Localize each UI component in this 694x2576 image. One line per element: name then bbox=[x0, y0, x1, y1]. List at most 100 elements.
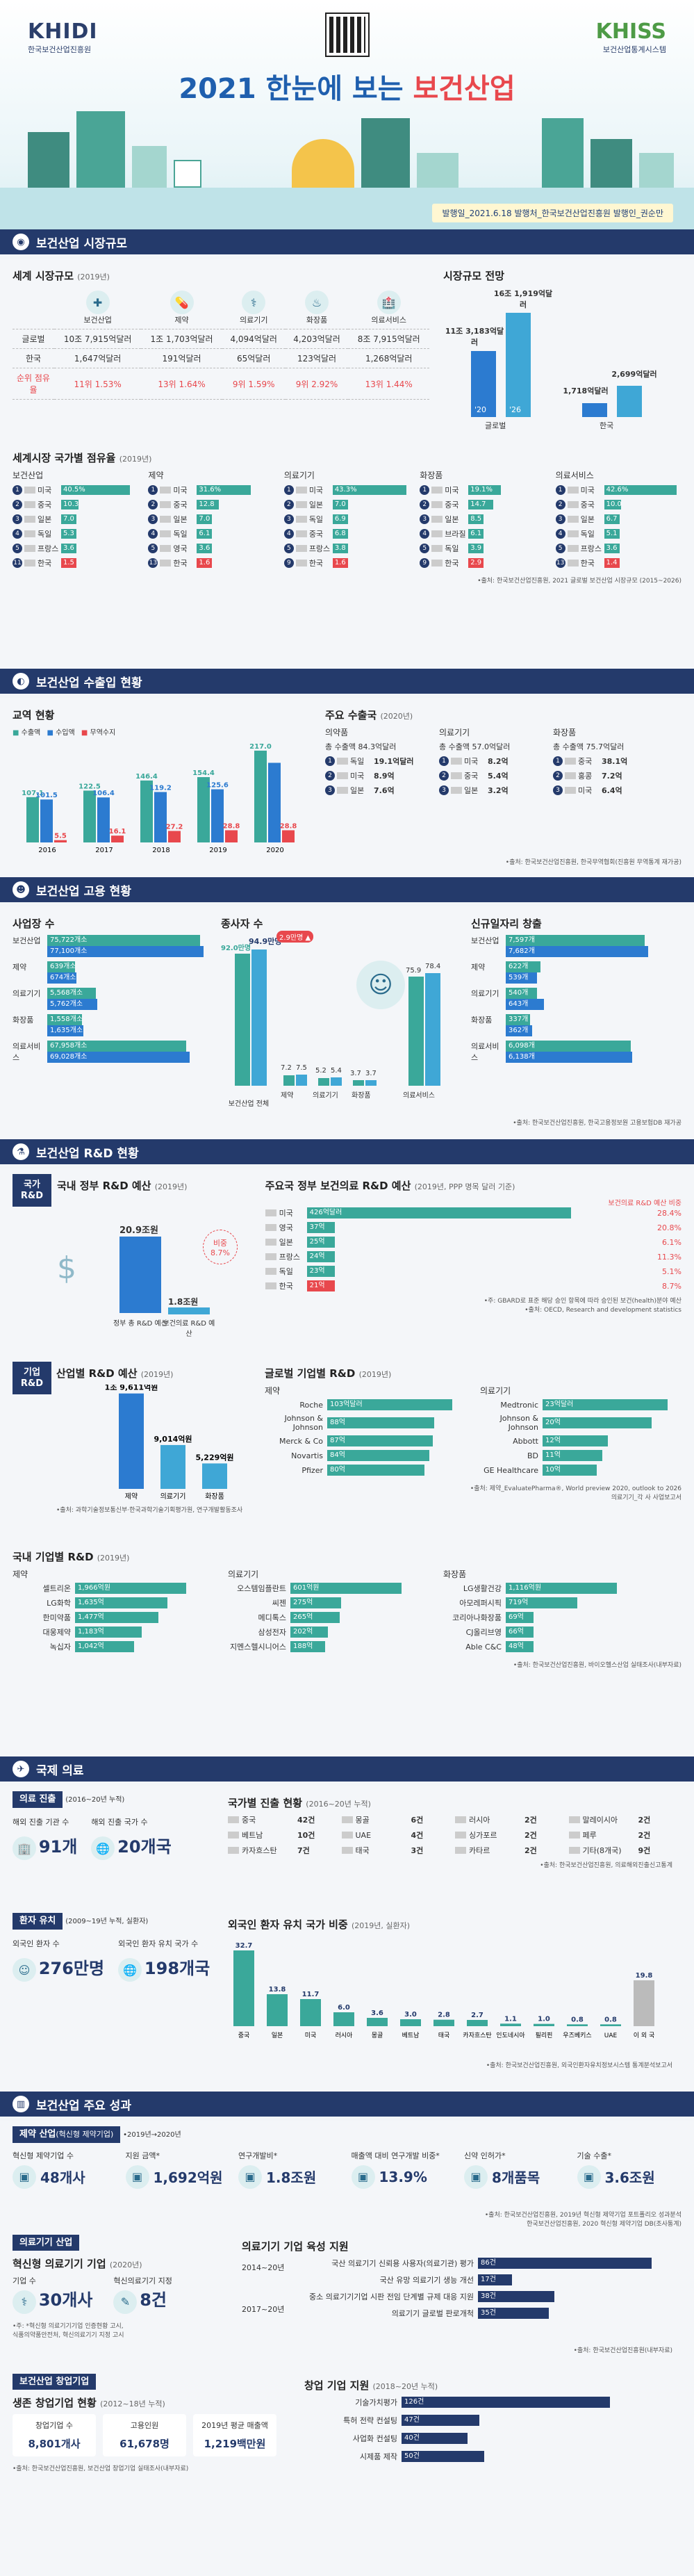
export-header: 화장품 bbox=[553, 728, 577, 737]
qr-code-icon[interactable] bbox=[325, 13, 370, 57]
major-bar: 426억달러 bbox=[306, 1207, 571, 1218]
employment-body: 사업장 수 보건산업 75,722개소 77,100개소 제약 639개소 674개소 의료… bbox=[0, 906, 694, 1139]
trade-bar bbox=[254, 750, 267, 842]
patient-category-label: UAE bbox=[604, 2032, 618, 2039]
trade-bar-label: 146.4 bbox=[135, 773, 158, 781]
domestic-column: 화장품 LG생활건강 1,116억원 아모레퍼시픽 719억 코리아나화장품 69억 CJ올리… bbox=[443, 1568, 645, 1656]
share-bar: 6.8 bbox=[332, 529, 348, 539]
tag-corp-rnd: 기업 R&D bbox=[13, 1362, 51, 1395]
list-item: 2 중국 12.8 bbox=[148, 498, 274, 511]
list-item: 2 중국 10.0 bbox=[555, 498, 681, 511]
flag-icon bbox=[567, 501, 579, 508]
label-global-26: 16조 1,919억달러 bbox=[493, 289, 553, 309]
trade-bar bbox=[97, 797, 110, 842]
section-title: 보건산업 시장규모 bbox=[36, 236, 128, 251]
list-item: 의료기기 5,568개소 5,762개소 bbox=[13, 988, 221, 1010]
list-item: Abbott 12억 bbox=[480, 1435, 681, 1446]
gov-rnd: 국내 정부 R&D 예산 (2019년) 20.9조원 1.8조원 비중 8.7… bbox=[57, 1174, 265, 1355]
patient-bar-label: 32.7 bbox=[236, 1942, 253, 1950]
col-pharma: 💊 제약 bbox=[141, 287, 222, 329]
export-header: 의약품 bbox=[325, 728, 349, 737]
flag-icon bbox=[265, 1282, 276, 1289]
trade-legend: ■ 수출액 ■ 수입액 ■ 무역수지 bbox=[13, 729, 116, 737]
pharma-grid: 혁신형 제약기업 수 ▣ 48개사 지원 금액* ▣ 1,692억원 연구개발비* ▣ 1.8조… bbox=[13, 2150, 681, 2206]
bar-korea-20 bbox=[582, 403, 607, 417]
list-item: 4 독일 5.3 bbox=[13, 528, 138, 540]
list-item: Novartis 84억 bbox=[265, 1450, 466, 1461]
list-item: Medtronic 23억달러 bbox=[480, 1399, 681, 1410]
country-name: 한국 bbox=[580, 559, 595, 568]
pharma-stat: 연구개발비* ▣ 1.8조원 bbox=[238, 2150, 343, 2206]
list-item: 3 미국 6.4억 bbox=[553, 784, 657, 797]
bar-2020: 643개 bbox=[506, 999, 544, 1010]
support-bar: 17건 bbox=[478, 2274, 513, 2285]
rank-badge: 4 bbox=[148, 529, 158, 539]
global-pharma-list: Roche 103억달러 Johnson & Johnson 88억 Merck & C… bbox=[265, 1399, 466, 1476]
performance-body: 제약 산업(혁신형 제약기업) •2019년→2020년 혁신형 제약기업 수 ▣… bbox=[0, 2121, 694, 2576]
flag-icon bbox=[451, 758, 462, 765]
bar-2019: 7,597개 bbox=[506, 935, 645, 946]
list-item: 페루 2건 bbox=[568, 1829, 673, 1841]
bar-2020: 77,100개소 bbox=[47, 946, 204, 957]
list-item: 베트남 10건 bbox=[228, 1829, 332, 1841]
flag-icon bbox=[568, 1847, 580, 1854]
list-item: 1 미국 31.6% bbox=[148, 484, 274, 496]
gov-health-value: 1.8조원 bbox=[167, 1297, 199, 1307]
industry-category-label: 화장품 bbox=[205, 1492, 224, 1501]
trade-bar bbox=[154, 792, 167, 842]
rank-badge: 9 bbox=[420, 558, 430, 568]
emp-count: 종사자 수 92.0만명 94.9만명 2.9만명 ▲ 7.2 7.5 5.2 5.… bbox=[221, 912, 457, 1114]
khiss-logo-text: KHISS bbox=[595, 19, 666, 44]
share-column: 의료기기 1 미국 43.3% 2 일본 7.0 3 독일 6.9 4 중국 6.8 5 프랑스 3.8 9 한국… bbox=[283, 469, 410, 571]
trade-bar bbox=[26, 797, 39, 842]
share-bar: 6.1 bbox=[197, 529, 213, 539]
flag-icon bbox=[24, 560, 35, 566]
country-name: 중국 bbox=[308, 530, 324, 539]
flag-icon bbox=[24, 487, 35, 494]
share-bar: 3.8 bbox=[332, 544, 348, 553]
section-title: 국제 의료 bbox=[36, 1763, 84, 1778]
rank-badge: 5 bbox=[13, 544, 22, 553]
list-item: 4 독일 5.1 bbox=[555, 528, 681, 540]
flag-icon bbox=[565, 772, 576, 779]
source-note: •출처: 한국보건산업진흥원, 2019년 혁신형 제약기업 포트폴리오 성과분… bbox=[484, 2211, 681, 2228]
industry-bar-label: 1조 9,611억원 bbox=[105, 1385, 158, 1392]
bar-2020: 674개소 bbox=[47, 972, 76, 984]
flag-icon bbox=[295, 487, 307, 494]
value-bar: 12억 bbox=[543, 1435, 608, 1446]
country-name: 미국 bbox=[308, 486, 324, 495]
list-item: 씨젠 275억 bbox=[228, 1597, 429, 1608]
patient-icon: ☺ bbox=[13, 1958, 36, 1982]
flag-icon bbox=[341, 1816, 353, 1823]
list-item: 의료기기 글로벌 판로개척 35건 bbox=[297, 2307, 672, 2319]
trade-bar-label: 217.0 bbox=[249, 743, 272, 751]
list-item: GE Healthcare 10억 bbox=[480, 1465, 681, 1476]
rank-badge: 4 bbox=[420, 529, 430, 539]
share-bar: 10.0 bbox=[604, 500, 622, 510]
flag-icon bbox=[160, 516, 172, 523]
value-bar: 719억 bbox=[506, 1597, 578, 1608]
value-bar: 1,183억 bbox=[75, 1627, 142, 1638]
rank-badge: 3 bbox=[555, 514, 565, 524]
flag-icon bbox=[455, 1847, 466, 1854]
list-item: 영국 37억 20.8% bbox=[265, 1222, 681, 1233]
value-bar: 265억 bbox=[290, 1612, 340, 1623]
startup-support-bar: 40건 bbox=[402, 2432, 468, 2444]
main-export: 주요 수출국 (2020년) 의약품 총 수출액 84.3억달러 1 독일 19.1억달… bbox=[318, 703, 666, 853]
flag-icon bbox=[265, 1253, 276, 1260]
label-emp-20: 94.9만명 bbox=[249, 937, 282, 946]
list-item: 말레이시아 2건 bbox=[568, 1814, 673, 1825]
startup-title: 생존 창업기업 현황 (2012~18년 누적) bbox=[13, 2397, 165, 2410]
flag-icon bbox=[337, 772, 348, 779]
value-bar: 1,966억원 bbox=[75, 1583, 186, 1594]
source-note: •출처: 한국보건산업진흥원, 보건산업 창업기업 실태조사(내부자료) bbox=[13, 2465, 189, 2473]
share-column: 화장품 1 미국 19.1% 2 중국 14.7 3 일본 8.5 4 브라질 6.1 5 독일 3.9 9 한국… bbox=[420, 469, 545, 571]
value-bar: 202억 bbox=[290, 1627, 328, 1638]
patient-bar-label: 2.8 bbox=[438, 2012, 450, 2019]
list-item: 1 미국 19.1% bbox=[420, 484, 545, 496]
trade-bar bbox=[197, 777, 210, 842]
khiss-logo: KHISS 보건산업통계시스템 bbox=[596, 19, 666, 55]
flag-icon bbox=[567, 530, 579, 537]
patient-bar-label: 1.1 bbox=[504, 2015, 517, 2023]
flag-icon bbox=[160, 530, 172, 537]
